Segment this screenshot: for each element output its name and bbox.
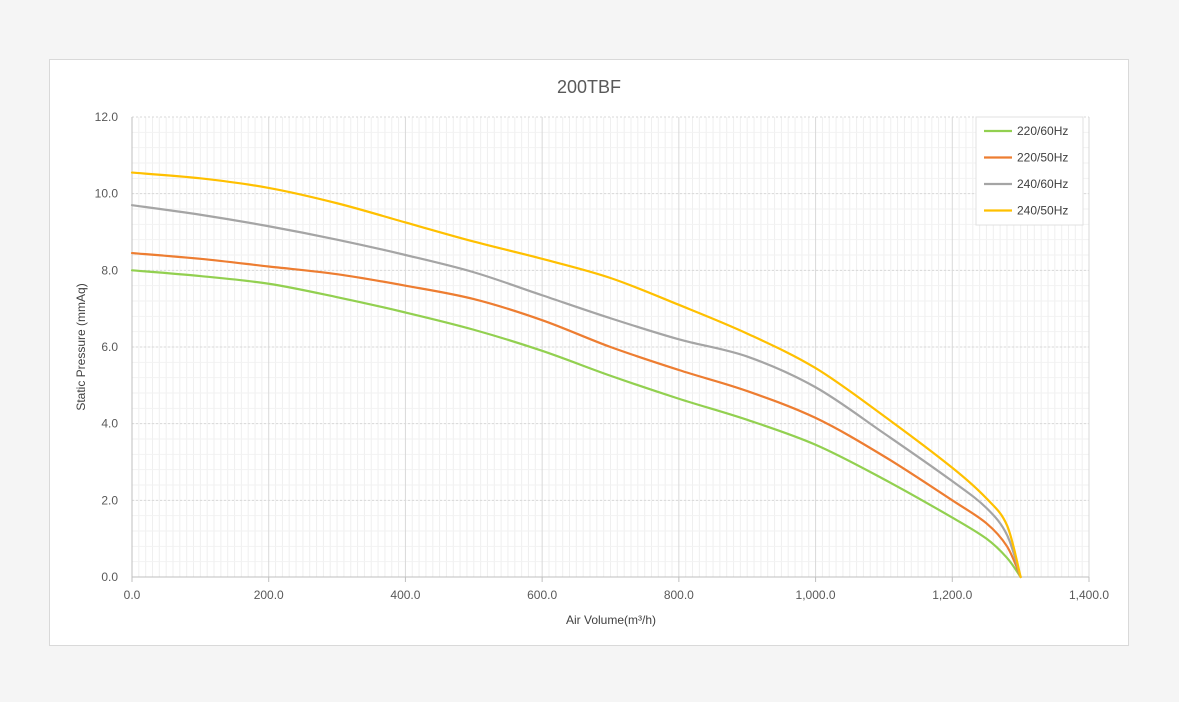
y-tick-label: 6.0	[101, 340, 118, 354]
y-tick-label: 12.0	[95, 110, 119, 124]
x-tick-label: 600.0	[527, 588, 557, 602]
x-tick-labels: 0.0 200.0 400.0 600.0 800.0 1,000.0 1,200.0 1,4…	[124, 588, 1110, 602]
series-line-220-60hz	[130, 269, 1022, 579]
legend-label-240-60hz: 240/60Hz	[1017, 177, 1068, 191]
y-tick-label: 10.0	[95, 187, 119, 201]
x-tick-label: 0.0	[124, 588, 141, 602]
y-tick-label: 2.0	[101, 493, 118, 507]
x-tick-label: 800.0	[664, 588, 694, 602]
y-tick-label: 4.0	[101, 417, 118, 431]
legend-label-240-50hz: 240/50Hz	[1017, 204, 1068, 218]
legend-label-220-50hz: 220/50Hz	[1017, 151, 1068, 165]
grid-major	[131, 116, 1090, 578]
series-line-240-60hz	[130, 204, 1022, 579]
chart-frame	[49, 59, 1129, 646]
y-tick-label: 0.0	[101, 570, 118, 584]
x-tick-label: 400.0	[390, 588, 420, 602]
x-tick-label: 1,000.0	[796, 588, 836, 602]
axes	[131, 117, 1090, 582]
y-axis-label: Static Pressure (mmAq)	[74, 283, 88, 410]
series-line-240-50hz	[130, 171, 1022, 579]
x-tick-label: 1,400.0	[1069, 588, 1109, 602]
x-tick-label: 1,200.0	[932, 588, 972, 602]
series-lines	[130, 171, 1022, 579]
x-axis-label: Air Volume(m³/h)	[566, 613, 656, 627]
x-tick-label: 200.0	[254, 588, 284, 602]
legend-label-220-60hz: 220/60Hz	[1017, 124, 1068, 138]
legend-box	[975, 116, 1084, 226]
y-tick-labels: 0.0 2.0 4.0 6.0 8.0 10.0 12.0	[95, 110, 119, 584]
chart-title: 200TBF	[557, 77, 621, 97]
y-tick-label: 8.0	[101, 263, 118, 277]
legend: 220/60Hz 220/50Hz 240/60Hz 240/50Hz	[975, 116, 1084, 226]
series-line-220-50hz	[130, 251, 1022, 579]
